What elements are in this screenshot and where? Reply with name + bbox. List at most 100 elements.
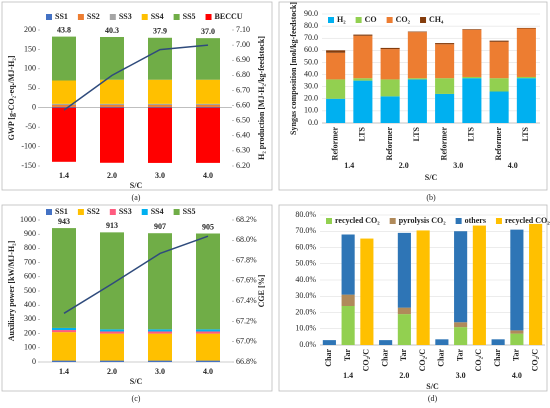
bar-segment <box>148 360 172 362</box>
panel-frame <box>278 1 548 191</box>
bar-segment <box>407 31 427 33</box>
bar-segment <box>100 331 124 334</box>
bar-segment <box>353 35 373 79</box>
y-tick-label: 100 <box>24 343 36 352</box>
group-label: 3.0 <box>453 161 463 170</box>
legend-label: SS3 <box>119 12 132 21</box>
y-axis-label: Auxiliary power [kW/MJ-H₂] <box>7 240 16 341</box>
y2-axis-label: CGE [%] <box>257 274 266 307</box>
legend-swatch <box>109 14 116 20</box>
x-axis-label: S/C <box>425 173 438 182</box>
x-tick-label: 3.0 <box>155 171 165 180</box>
bar-segment <box>148 106 172 108</box>
y2-axis-label: H₂ production [MJ-H₂/kg-feedstock] <box>257 36 266 160</box>
bar-segment <box>196 104 220 107</box>
x-tick-label: CO₂/C <box>418 349 427 372</box>
bar-segment <box>100 329 124 332</box>
y-axis-label: GWP [g-CO₂-eq./MJ-H₂] <box>7 55 16 140</box>
legend-label: CH₄ <box>429 15 444 24</box>
bar-segment <box>196 103 220 105</box>
x-tick-label: LTS <box>358 126 367 141</box>
x-tick-label: 4.0 <box>203 367 213 376</box>
x-tick-label: 2.0 <box>107 171 117 180</box>
y-tick-label: 400 <box>24 300 36 309</box>
bar-segment <box>148 103 172 105</box>
group-label: 3.0 <box>456 371 466 380</box>
bar-segment <box>148 79 172 104</box>
legend-swatch <box>355 17 362 23</box>
bar-segment <box>516 78 536 123</box>
bar-segment <box>100 79 124 104</box>
legend-swatch <box>77 14 84 20</box>
bar-segment <box>416 230 430 345</box>
legend-label: pyrolysis CO₂ <box>399 216 447 225</box>
y2-tick-label: 67.6% <box>236 276 257 285</box>
bar-segment <box>462 29 482 30</box>
y-tick-label: 0 <box>32 103 36 112</box>
y2-tick-label: 6.30 <box>236 146 250 155</box>
y-tick-label: -150 <box>21 161 36 170</box>
y-tick-label: 300 <box>24 314 36 323</box>
x-tick-label: LTS <box>521 126 530 141</box>
legend-label: H₂ <box>337 15 346 24</box>
bar-segment <box>341 306 355 345</box>
bar-segment <box>454 327 468 345</box>
bar-segment <box>100 36 124 80</box>
y2-tick-label: 68.0% <box>236 235 257 244</box>
y-tick-label: 50.0 <box>304 57 318 66</box>
bar-segment <box>196 107 220 163</box>
y-tick-label: 80.0% <box>295 210 316 219</box>
y-tick-label: 150 <box>24 44 36 53</box>
y-tick-label: 700 <box>24 257 36 266</box>
y-tick-label: 800 <box>24 243 36 252</box>
bar-segment <box>100 232 124 330</box>
bar-segment <box>148 333 172 361</box>
y-tick-label: 10.0% <box>295 324 316 333</box>
legend-swatch <box>386 17 393 23</box>
legend-swatch <box>141 209 148 215</box>
total-label: 905 <box>202 222 214 231</box>
bar-segment <box>407 79 427 123</box>
bar-segment <box>380 79 400 97</box>
bar-segment <box>516 28 536 77</box>
bar-segment <box>100 333 124 361</box>
x-tick-label: Tar <box>512 349 521 362</box>
y-axis-label: Syngas composition [mol/kg-feedstock] <box>289 2 298 135</box>
bar-segment <box>52 330 76 333</box>
panel-frame <box>1 204 273 392</box>
x-tick-label: Tar <box>399 349 408 362</box>
bar-segment <box>196 329 220 332</box>
total-label: 37.0 <box>201 27 215 36</box>
bar-segment <box>196 79 220 104</box>
bar-segment <box>516 27 536 29</box>
bar-segment <box>52 332 76 361</box>
x-tick-label: Reformer <box>385 127 394 161</box>
y-tick-label: 60.0 <box>304 45 318 54</box>
y-tick-label: 20.0 <box>304 94 318 103</box>
bar-segment <box>100 103 124 105</box>
bar-segment <box>397 232 411 308</box>
x-axis-label: S/C <box>426 382 439 391</box>
y-tick-label: 30.0 <box>304 81 318 90</box>
bar-segment <box>52 36 76 81</box>
bar-segment <box>148 104 172 107</box>
bar-segment <box>196 360 220 362</box>
x-tick-label: Char <box>324 349 333 367</box>
bar-segment <box>196 106 220 108</box>
bar-segment <box>360 238 374 345</box>
bar-segment <box>435 44 455 79</box>
x-tick-label: Tar <box>455 349 464 362</box>
legend-swatch <box>109 209 116 215</box>
bar-segment <box>489 78 509 92</box>
bar-segment <box>52 360 76 362</box>
bar-segment <box>148 107 172 163</box>
y-tick-label: 60.0% <box>295 242 316 251</box>
y-tick-label: 50 <box>28 83 36 92</box>
y-tick-label: 50.0% <box>295 259 316 268</box>
y-tick-label: 900 <box>24 229 36 238</box>
bar-segment <box>52 327 76 331</box>
line-series <box>63 235 209 314</box>
y2-tick-label: 6.70 <box>236 85 250 94</box>
legend-label: SS4 <box>151 12 164 21</box>
legend-swatch <box>420 17 427 23</box>
